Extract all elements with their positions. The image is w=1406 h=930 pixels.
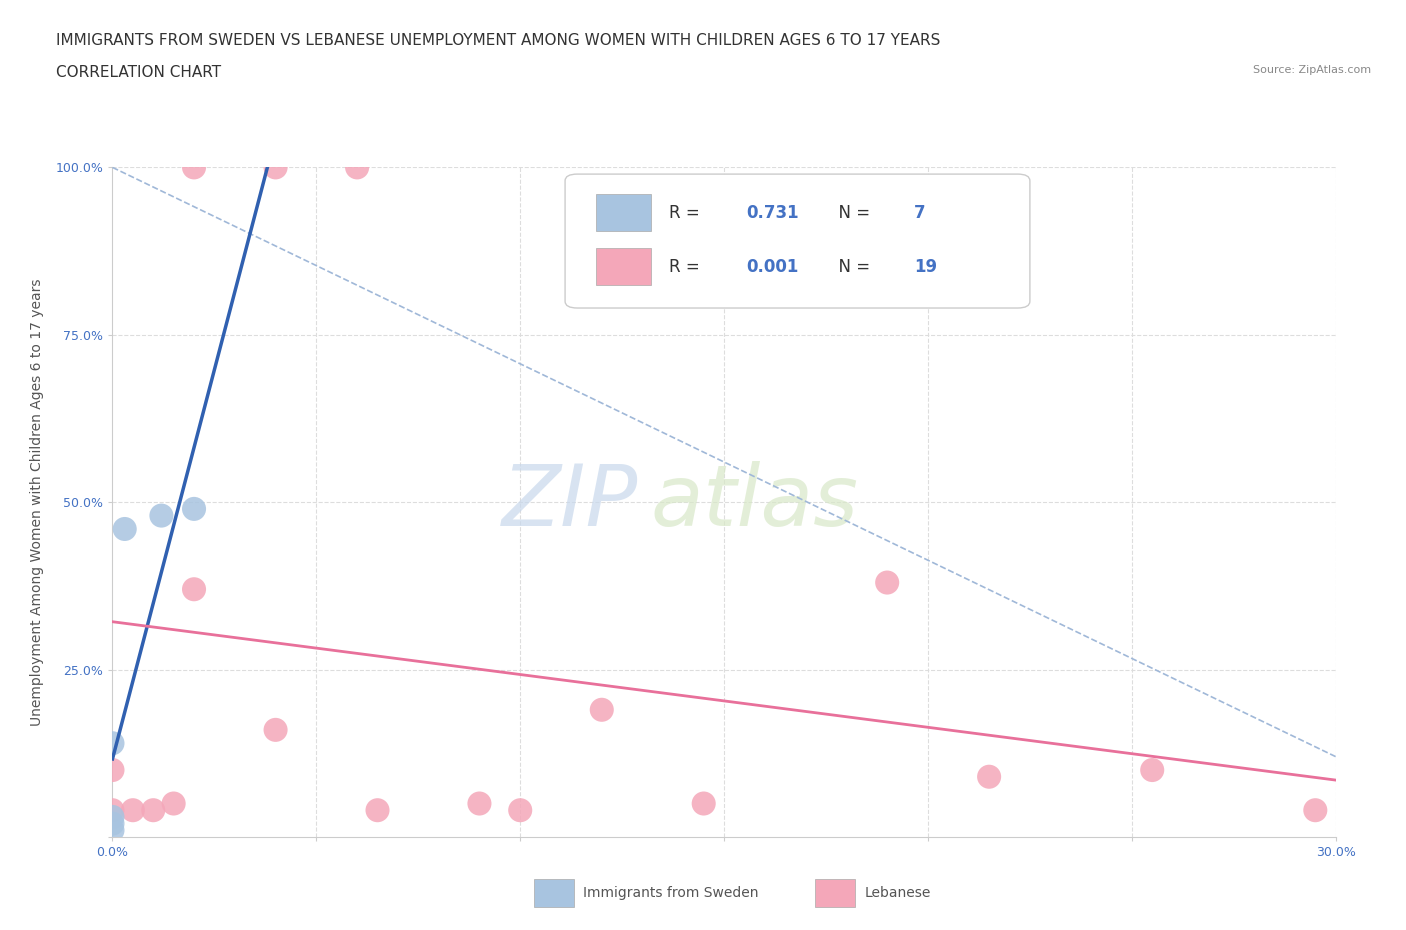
Point xyxy=(163,796,186,811)
Text: R =: R = xyxy=(669,258,704,275)
Point xyxy=(468,796,491,811)
Point xyxy=(142,803,165,817)
Text: atlas: atlas xyxy=(651,460,859,544)
Point xyxy=(101,817,124,831)
Text: CORRELATION CHART: CORRELATION CHART xyxy=(56,65,221,80)
Point xyxy=(693,796,716,811)
Point xyxy=(122,803,145,817)
FancyBboxPatch shape xyxy=(596,194,651,231)
Text: N =: N = xyxy=(828,204,876,222)
Text: ZIP: ZIP xyxy=(502,460,638,544)
Point xyxy=(101,803,124,817)
Text: Source: ZipAtlas.com: Source: ZipAtlas.com xyxy=(1253,65,1371,75)
Point xyxy=(876,575,898,590)
Text: Lebanese: Lebanese xyxy=(865,885,931,900)
Point xyxy=(366,803,388,817)
Point xyxy=(183,582,205,597)
Text: 0.731: 0.731 xyxy=(747,204,799,222)
Point xyxy=(1142,763,1164,777)
Text: N =: N = xyxy=(828,258,876,275)
Text: 7: 7 xyxy=(914,204,925,222)
Point xyxy=(101,809,124,824)
Point xyxy=(150,508,173,523)
FancyBboxPatch shape xyxy=(565,174,1029,308)
Point xyxy=(1305,803,1327,817)
Text: 19: 19 xyxy=(914,258,936,275)
Point xyxy=(264,160,287,175)
Text: IMMIGRANTS FROM SWEDEN VS LEBANESE UNEMPLOYMENT AMONG WOMEN WITH CHILDREN AGES 6: IMMIGRANTS FROM SWEDEN VS LEBANESE UNEMP… xyxy=(56,33,941,47)
Point xyxy=(183,160,205,175)
Point xyxy=(509,803,531,817)
Point xyxy=(591,702,613,717)
Point xyxy=(101,823,124,838)
FancyBboxPatch shape xyxy=(596,247,651,285)
Point xyxy=(114,522,136,537)
Text: 0.001: 0.001 xyxy=(747,258,799,275)
Point xyxy=(346,160,368,175)
Point xyxy=(264,723,287,737)
Y-axis label: Unemployment Among Women with Children Ages 6 to 17 years: Unemployment Among Women with Children A… xyxy=(31,278,45,726)
Point xyxy=(101,763,124,777)
Text: Immigrants from Sweden: Immigrants from Sweden xyxy=(583,885,759,900)
Point xyxy=(979,769,1001,784)
Point xyxy=(183,501,205,516)
Text: R =: R = xyxy=(669,204,704,222)
Point xyxy=(101,736,124,751)
